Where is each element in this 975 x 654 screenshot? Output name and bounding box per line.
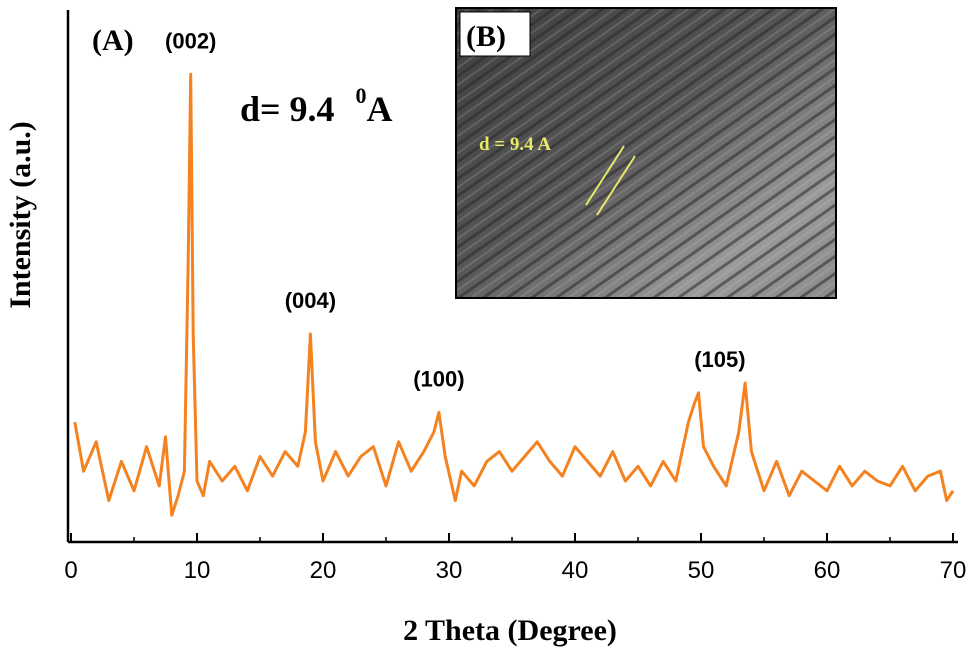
x-tick-label: 70 [940, 557, 967, 584]
lattice-marker-line-2 [596, 155, 636, 216]
tem-frame [455, 7, 837, 299]
panel-b-label: (B) [466, 20, 506, 53]
panel-b-label-box [459, 11, 531, 57]
x-tick-label: 30 [436, 557, 463, 584]
peak-label: (002) [165, 28, 216, 53]
d-spacing-unit: A [367, 89, 393, 129]
x-tick-label: 50 [688, 557, 715, 584]
x-tick-label: 0 [64, 557, 77, 584]
peak-label: (105) [694, 347, 745, 372]
peak-label: (004) [285, 288, 336, 313]
x-axis-title: 2 Theta (Degree) [403, 614, 617, 647]
xrd-pattern-line [73, 72, 955, 517]
x-tick-label: 20 [310, 557, 337, 584]
d-spacing-annotation: d= 9.4 0A [240, 83, 393, 129]
x-tick-label: 60 [814, 557, 841, 584]
tem-inset: (B) d = 9.4 A [455, 7, 837, 299]
d-spacing-superscript: 0 [356, 83, 367, 108]
peak-labels: (002) (004) (100) (105) [165, 28, 746, 391]
x-tick-label: 40 [562, 557, 589, 584]
lattice-marker-line-1 [585, 145, 625, 206]
x-axis-ticks: 0 10 20 30 40 50 60 70 [64, 533, 966, 584]
x-tick-label: 10 [184, 557, 211, 584]
d-spacing-prefix: d= 9.4 [240, 89, 344, 129]
peak-label: (100) [413, 366, 464, 391]
panel-a-label: (A) [92, 24, 134, 57]
inset-d-spacing-label: d = 9.4 A [479, 134, 551, 155]
y-axis-title: Intensity (a.u.) [4, 121, 37, 309]
